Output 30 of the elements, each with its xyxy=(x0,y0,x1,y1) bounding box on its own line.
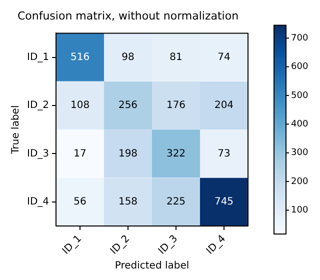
x-axis-title: Predicted label xyxy=(114,260,190,272)
data-label: 256 xyxy=(118,100,138,112)
data-label: 74 xyxy=(218,52,230,63)
data-label: 81 xyxy=(170,52,182,63)
chart-title: Confusion matrix, without normalization xyxy=(17,9,239,22)
data-label: 745 xyxy=(214,196,234,208)
data-label: 108 xyxy=(70,100,90,112)
data-label: 225 xyxy=(166,196,186,208)
data-label: 98 xyxy=(122,52,134,63)
color-bar-label: 400 xyxy=(291,119,308,130)
y-tick-label: ID_3 xyxy=(26,148,50,160)
y-tick-label: ID_2 xyxy=(26,100,50,112)
data-label: 56 xyxy=(74,196,86,208)
color-bar-label: 500 xyxy=(291,90,308,101)
color-bar-label: 300 xyxy=(291,148,308,158)
color-bar-label: 700 xyxy=(291,33,308,44)
y-axis-title: True label xyxy=(10,105,22,155)
data-label: 73 xyxy=(218,148,230,160)
data-label: 516 xyxy=(70,52,90,63)
data-label: 198 xyxy=(118,148,138,160)
data-label: 204 xyxy=(214,100,234,112)
data-label: 176 xyxy=(166,100,186,112)
color-bar-label: 100 xyxy=(291,205,308,216)
color-bar-label: 200 xyxy=(291,176,308,187)
color-bar-label: 600 xyxy=(291,62,308,72)
y-tick-label: ID_1 xyxy=(26,52,50,63)
data-label: 158 xyxy=(118,196,138,208)
data-label: 322 xyxy=(166,148,186,160)
y-tick-label: ID_4 xyxy=(26,196,50,208)
data-label: 17 xyxy=(74,148,86,160)
